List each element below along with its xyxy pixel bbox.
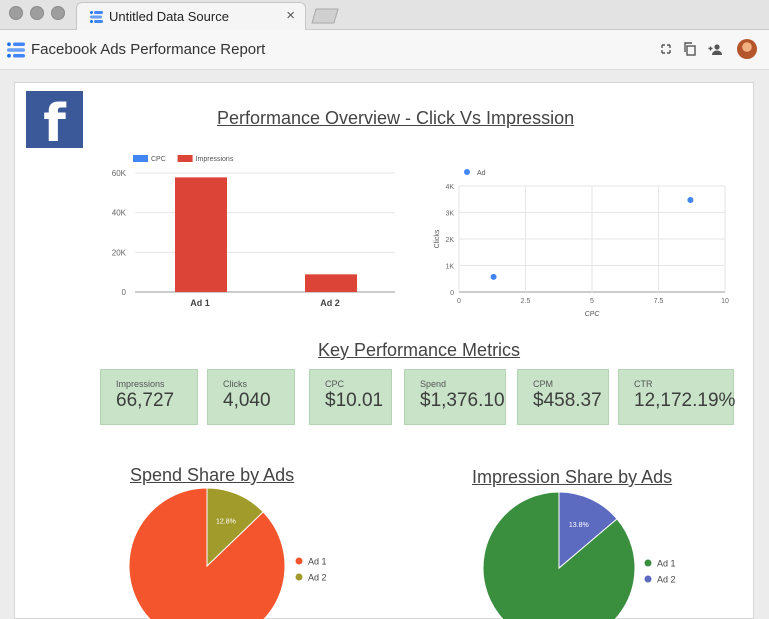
x-tick-label: 2.5 (521, 298, 531, 305)
legend-label: CPC (151, 156, 166, 163)
x-tick-label: 7.5 (654, 298, 664, 305)
x-axis-title: CPC (585, 311, 601, 318)
x-tick-label: 0 (457, 298, 461, 305)
legend-label: Impressions (196, 156, 234, 163)
legend-label: Ad 2 (308, 573, 327, 583)
kpi-label: Spend (420, 379, 447, 389)
kpi-label: Impressions (116, 379, 165, 389)
kpi-card-impressions: Impressions 66,727 (100, 369, 198, 425)
pie-slice (482, 492, 636, 619)
impression-share-pie-chart: 13.8% Ad 1 Ad 2 (482, 492, 676, 619)
share-person-icon[interactable] (707, 41, 723, 57)
kpi-card-spend: Spend $1,376.10 (404, 369, 506, 425)
app-header: Facebook Ads Performance Report (0, 30, 769, 70)
kpi-card-cpc: CPC $10.01 (309, 369, 392, 425)
x-tick-label: Ad 1 (190, 298, 210, 308)
kpi-label: CTR (634, 379, 653, 389)
y-tick-label: 2K (445, 237, 454, 244)
maximize-window-button[interactable] (51, 6, 65, 20)
legend-label: Ad 2 (657, 575, 676, 585)
bar-impressions (175, 177, 227, 292)
legend-label: Ad 1 (657, 559, 676, 569)
legend-marker (295, 557, 303, 565)
impression-share-title: Impression Share by Ads (472, 467, 673, 487)
tab-close-icon[interactable]: × (286, 7, 295, 24)
pie-slice-label: 12.8% (216, 518, 236, 525)
y-tick-label: 3K (445, 211, 454, 218)
y-tick-label: 60K (112, 169, 127, 178)
kpi-value: 4,040 (223, 390, 271, 411)
overview-title: Performance Overview - Click Vs Impressi… (217, 108, 575, 128)
legend-label: Ad 1 (308, 557, 327, 567)
report-title: Facebook Ads Performance Report (31, 41, 266, 58)
kpi-label: Clicks (223, 379, 247, 389)
y-tick-label: 0 (450, 290, 454, 297)
kpi-section-title: Key Performance Metrics (318, 340, 521, 360)
kpi-value: $458.37 (533, 390, 602, 411)
kpi-label: CPM (533, 379, 553, 389)
y-tick-label: 20K (112, 248, 127, 257)
x-tick-label: 5 (590, 298, 594, 305)
y-axis-title: Clicks (434, 229, 441, 248)
report-canvas (14, 82, 754, 619)
legend-marker (464, 169, 470, 175)
scatter-point (490, 273, 497, 280)
y-tick-label: 1K (445, 264, 454, 271)
data-studio-logo-icon (7, 42, 25, 58)
data-studio-icon (90, 11, 103, 23)
kpi-value: 12,172.19% (634, 390, 736, 411)
legend-swatch (177, 155, 193, 162)
x-tick-label: Ad 2 (320, 298, 340, 308)
kpi-card-clicks: Clicks 4,040 (207, 369, 295, 425)
browser-titlebar: Untitled Data Source × (0, 0, 769, 30)
spend-share-title: Spend Share by Ads (130, 465, 295, 485)
copy-icon[interactable] (682, 41, 698, 57)
tab-title: Untitled Data Source (109, 9, 229, 24)
minimize-window-button[interactable] (30, 6, 44, 20)
pie-slice (558, 492, 618, 570)
legend-marker (644, 575, 652, 583)
fullscreen-icon[interactable] (658, 41, 674, 57)
y-tick-label: 40K (112, 209, 127, 218)
kpi-value: $10.01 (325, 390, 384, 411)
cpc-clicks-scatter-chart: Ad 4K 3K 2K 1K 00 2.5 5 7.5 10 CPC Clicks (434, 169, 729, 318)
close-window-button[interactable] (9, 6, 23, 20)
user-avatar[interactable] (737, 39, 757, 59)
kpi-value: $1,376.10 (420, 390, 505, 411)
new-tab-button[interactable] (310, 8, 340, 24)
legend-label: Ad (477, 170, 486, 177)
browser-tab[interactable]: Untitled Data Source × (76, 2, 306, 30)
kpi-label: CPC (325, 379, 345, 389)
pie-slice (206, 488, 264, 568)
facebook-logo-icon: f (26, 91, 83, 154)
bar-impressions (305, 274, 357, 292)
x-tick-label: 10 (721, 298, 729, 305)
y-tick-label: 0 (122, 288, 127, 297)
legend-marker (295, 573, 303, 581)
click-impression-bar-chart: CPC Impressions 60K 40K 20K 0 Ad 1 Ad 2 (112, 155, 395, 308)
kpi-value: 66,727 (116, 390, 175, 411)
spend-share-pie-chart: 12.8% Ad 1 Ad 2 (128, 488, 327, 619)
kpi-card-cpm: CPM $458.37 (517, 369, 609, 425)
kpi-card-ctr: CTR 12,172.19% (618, 369, 736, 425)
legend-marker (644, 559, 652, 567)
y-tick-label: 4K (445, 184, 454, 191)
pie-slice-label: 13.8% (569, 522, 589, 529)
scatter-point (687, 197, 694, 204)
legend-swatch (133, 155, 148, 162)
